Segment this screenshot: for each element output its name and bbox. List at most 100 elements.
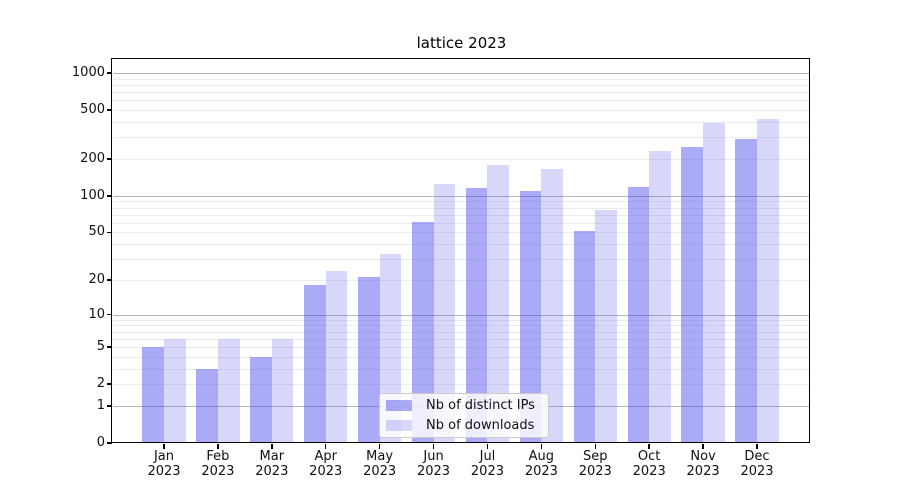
x-tick-mark — [325, 444, 327, 449]
bar-downloads-jun-2023 — [433, 184, 456, 443]
bar-distinct-ips-nov-2023 — [681, 147, 704, 443]
x-tick-mark — [378, 444, 381, 449]
gridline-minor — [113, 338, 810, 340]
x-tick-label: Jul 2023 — [470, 449, 504, 479]
y-tick-mark — [107, 442, 112, 444]
y-tick-mark — [107, 195, 112, 197]
bar-distinct-ips-oct-2023 — [627, 187, 650, 443]
x-tick-label: Jan 2023 — [147, 449, 181, 479]
gridline-minor — [113, 347, 810, 349]
y-tick-mark — [107, 231, 112, 234]
bar-downloads-feb-2023 — [217, 338, 240, 443]
gridline-minor — [113, 214, 810, 216]
legend-label-distinct-ips: Nb of distinct IPs — [426, 398, 535, 413]
bar-distinct-ips-apr-2023 — [304, 285, 326, 443]
bar-distinct-ips-aug-2023 — [519, 190, 542, 443]
x-tick-label: Nov 2023 — [686, 449, 720, 479]
y-tick-mark — [107, 279, 112, 281]
gridline-minor — [113, 259, 810, 261]
plot-area — [113, 60, 810, 443]
y-tick-label: 0 — [96, 435, 105, 450]
x-tick-label: Jun 2023 — [416, 449, 451, 479]
y-tick-label: 5 — [96, 339, 105, 355]
x-tick-label: Apr 2023 — [309, 449, 343, 479]
x-tick-mark — [163, 444, 165, 449]
bar-distinct-ips-sep-2023 — [573, 231, 596, 443]
gridline-major — [113, 314, 810, 316]
bar-downloads-jan-2023 — [164, 338, 186, 443]
bars-layer — [113, 60, 810, 443]
legend: Nb of distinct IPs Nb of downloads — [379, 393, 549, 438]
bar-downloads-oct-2023 — [649, 151, 671, 443]
legend-swatch-distinct-ips — [386, 400, 412, 411]
gridline-minor — [113, 325, 810, 327]
x-tick-mark — [540, 444, 543, 449]
y-tick-label: 50 — [88, 224, 105, 240]
x-tick-label: Feb 2023 — [201, 449, 235, 479]
y-tick-mark — [107, 346, 112, 348]
y-tick-mark — [107, 158, 112, 160]
legend-item-downloads: Nb of downloads — [380, 417, 548, 434]
gridline-minor — [113, 356, 810, 358]
bar-downloads-jul-2023 — [487, 164, 510, 443]
x-tick-label: Dec 2023 — [740, 449, 774, 479]
bar-distinct-ips-may-2023 — [358, 277, 380, 443]
gridline-minor — [113, 368, 810, 370]
x-tick-label: Oct 2023 — [632, 449, 666, 479]
bar-downloads-apr-2023 — [325, 270, 348, 443]
gridline-minor — [113, 384, 810, 386]
x-tick-mark — [594, 444, 596, 449]
y-tick-mark — [107, 72, 112, 74]
gridline-minor — [113, 122, 810, 124]
bar-downloads-nov-2023 — [703, 123, 725, 443]
legend-swatch-downloads — [386, 420, 412, 431]
x-tick-mark — [702, 444, 704, 449]
y-tick-label: 2 — [96, 376, 105, 392]
gridline-minor — [113, 92, 810, 94]
y-tick-label: 10 — [88, 306, 105, 322]
y-tick-mark — [107, 109, 112, 111]
gridline-minor — [113, 319, 810, 321]
x-tick-mark — [271, 444, 273, 449]
gridline-minor — [113, 207, 810, 209]
legend-label-downloads: Nb of downloads — [426, 418, 535, 433]
gridline-minor — [113, 279, 810, 281]
chart-title: lattice 2023 — [416, 34, 507, 52]
bar-distinct-ips-dec-2023 — [735, 139, 757, 443]
x-tick-mark — [486, 444, 489, 449]
x-tick-label: Aug 2023 — [524, 449, 558, 479]
gridline-minor — [113, 84, 810, 86]
y-tick-label: 20 — [88, 271, 105, 287]
gridlines-layer — [113, 60, 810, 443]
x-tick-label: May 2023 — [363, 449, 397, 479]
gridline-minor — [113, 222, 810, 224]
x-tick-label: Sep 2023 — [578, 449, 612, 479]
gridline-minor — [113, 244, 810, 246]
gridline-minor — [113, 159, 810, 161]
y-tick-mark — [107, 313, 112, 316]
bar-downloads-dec-2023 — [756, 118, 779, 443]
bar-downloads-mar-2023 — [271, 338, 294, 443]
gridline-minor — [113, 110, 810, 112]
bar-distinct-ips-feb-2023 — [196, 368, 218, 443]
bar-downloads-sep-2023 — [595, 209, 617, 443]
y-tick-label: 1 — [96, 397, 105, 413]
y-tick-label: 500 — [80, 102, 105, 118]
gridline-minor — [113, 137, 810, 139]
gridline-minor — [113, 331, 810, 333]
x-tick-mark — [756, 444, 758, 449]
y-tick-label: 1000 — [71, 65, 105, 81]
bar-distinct-ips-jun-2023 — [411, 221, 434, 443]
gridline-major — [113, 73, 810, 75]
gridline-minor — [113, 232, 810, 234]
x-tick-label: Mar 2023 — [255, 449, 289, 479]
x-tick-mark — [432, 444, 435, 449]
bar-downloads-aug-2023 — [541, 168, 563, 443]
y-tick-mark — [107, 383, 112, 385]
gridline-major — [113, 195, 810, 197]
x-tick-mark — [217, 444, 219, 449]
gridline-minor — [113, 78, 810, 80]
bar-distinct-ips-mar-2023 — [250, 356, 272, 443]
gridline-minor — [113, 100, 810, 102]
